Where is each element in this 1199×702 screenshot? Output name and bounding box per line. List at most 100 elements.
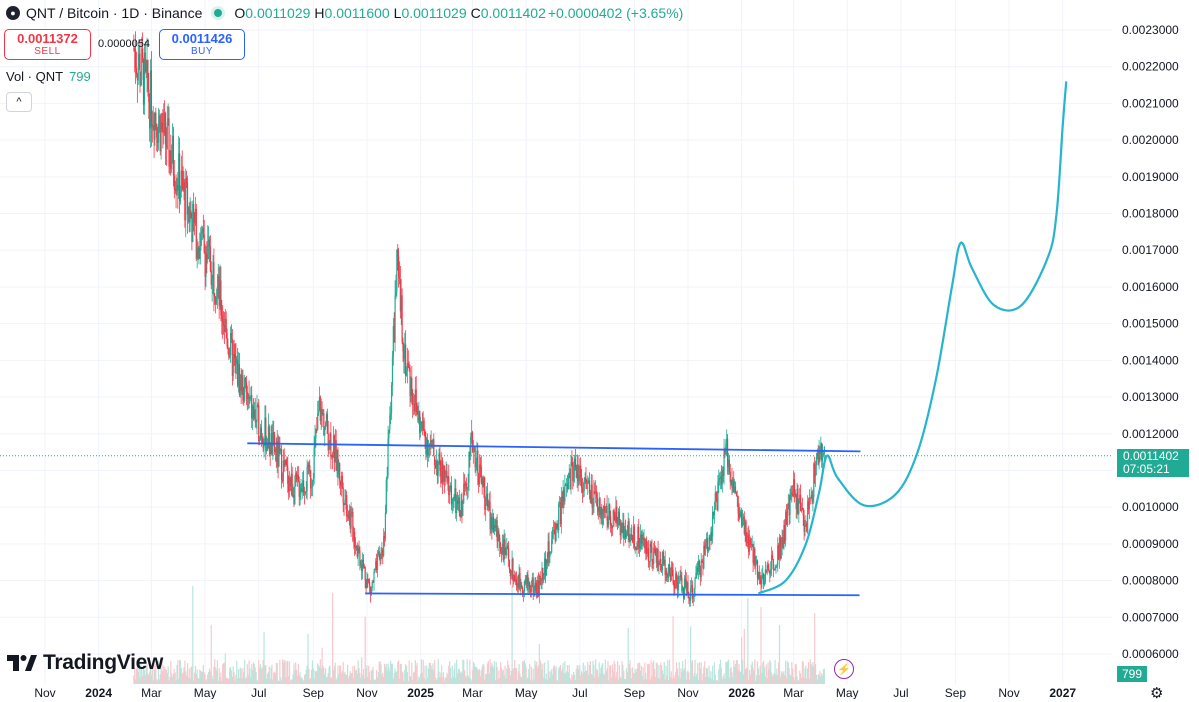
projection-curve bbox=[757, 81, 1068, 595]
volume-bar bbox=[653, 660, 655, 684]
volume-bar bbox=[621, 661, 623, 684]
volume-bar bbox=[545, 673, 547, 684]
volume-bar bbox=[558, 666, 561, 684]
gear-icon[interactable]: ⚙ bbox=[1150, 685, 1164, 702]
volume-bar bbox=[407, 680, 409, 684]
volume-bar bbox=[712, 665, 714, 684]
candle-body bbox=[156, 123, 158, 138]
volume-bar bbox=[771, 676, 774, 684]
volume-bar bbox=[373, 679, 375, 684]
candle-body bbox=[601, 507, 603, 524]
volume-bar bbox=[305, 669, 307, 684]
candle-body bbox=[514, 575, 516, 582]
volume-bar bbox=[602, 673, 605, 684]
volume-bar bbox=[405, 665, 408, 684]
x-tick-label: Jul bbox=[893, 686, 908, 699]
volume-bar bbox=[529, 663, 531, 684]
candle-body bbox=[595, 491, 598, 498]
candle-body bbox=[157, 124, 160, 144]
volume-bar bbox=[688, 672, 690, 684]
candle-body bbox=[134, 48, 136, 51]
ohlc-low: L0.0011029 bbox=[393, 5, 467, 21]
candle-body bbox=[760, 579, 762, 584]
volume-bar bbox=[333, 666, 335, 684]
candle-body bbox=[382, 549, 384, 556]
candle-body bbox=[554, 530, 556, 541]
volume-bar bbox=[228, 678, 230, 684]
volume-bar bbox=[139, 677, 141, 684]
candle-body bbox=[722, 470, 724, 476]
volume-bar bbox=[588, 664, 591, 684]
tradingview-wordmark: TradingView bbox=[43, 651, 164, 674]
candle-body bbox=[331, 455, 333, 458]
candle-body bbox=[173, 175, 175, 190]
collapse-legend-button[interactable]: ^ bbox=[6, 92, 32, 112]
sell-button[interactable]: 0.0011372 SELL bbox=[4, 29, 91, 60]
volume-bar bbox=[499, 678, 501, 684]
symbol-title[interactable]: QNT / Bitcoin · 1D · Binance bbox=[26, 5, 203, 21]
candle-body bbox=[585, 477, 587, 482]
y-tick-label: 0.0020000 bbox=[1122, 133, 1179, 147]
volume-bar bbox=[416, 662, 418, 684]
candle-body bbox=[503, 539, 505, 561]
volume-bar bbox=[163, 665, 165, 684]
volume-bar bbox=[372, 667, 374, 684]
candle-body bbox=[661, 551, 664, 571]
volume-bar bbox=[473, 663, 475, 684]
volume-bar bbox=[709, 677, 711, 684]
candle-body bbox=[767, 565, 769, 569]
volume-bar bbox=[403, 680, 405, 684]
candle-body bbox=[632, 526, 635, 542]
candle-body bbox=[346, 514, 349, 517]
candle-body bbox=[602, 506, 605, 518]
volume-bar bbox=[484, 679, 486, 684]
candle-body bbox=[762, 574, 764, 576]
volume-bar bbox=[312, 668, 314, 684]
candle-body bbox=[623, 522, 625, 539]
candle-body bbox=[441, 460, 444, 483]
volume-bar bbox=[587, 662, 589, 684]
candle-body bbox=[602, 517, 604, 524]
volume-bar bbox=[203, 672, 205, 684]
volume-bar bbox=[354, 670, 357, 684]
volume-bar bbox=[541, 669, 543, 684]
lightning-icon[interactable]: ⚡ bbox=[834, 659, 854, 679]
volume-bar bbox=[745, 668, 747, 684]
volume-bar bbox=[713, 662, 715, 684]
candle-body bbox=[181, 170, 183, 179]
volume-bar bbox=[455, 678, 457, 684]
volume-bar bbox=[509, 675, 511, 684]
candle-body bbox=[454, 488, 456, 498]
candle-body bbox=[654, 548, 657, 556]
candle-body bbox=[332, 455, 334, 458]
candle-body bbox=[430, 440, 432, 446]
tradingview-logo[interactable]: TradingView bbox=[7, 651, 163, 675]
volume-bar bbox=[520, 677, 522, 684]
buy-button[interactable]: 0.0011426 BUY bbox=[159, 29, 245, 60]
candle-body bbox=[166, 122, 168, 149]
candle-body bbox=[188, 207, 190, 223]
volume-bar bbox=[398, 660, 400, 684]
volume-bar bbox=[628, 663, 630, 684]
candle-body bbox=[752, 543, 754, 563]
candle-body bbox=[545, 559, 547, 576]
candle-body bbox=[155, 112, 157, 124]
candle-body bbox=[491, 517, 493, 530]
candle-body bbox=[561, 496, 563, 509]
volume-bar bbox=[794, 663, 796, 684]
candle-body bbox=[253, 409, 255, 419]
volume-bar bbox=[430, 665, 432, 684]
volume-bar bbox=[441, 665, 443, 684]
volume-bar bbox=[598, 662, 600, 684]
candle-body bbox=[573, 471, 575, 482]
volume-bar bbox=[754, 659, 756, 684]
volume-bar bbox=[665, 665, 667, 684]
volume-bar bbox=[269, 679, 271, 684]
candle-body bbox=[533, 590, 535, 593]
candle-body bbox=[591, 484, 593, 508]
volume-legend[interactable]: Vol · QNT 799 bbox=[6, 69, 91, 84]
volume-bar bbox=[661, 665, 663, 684]
candle-body bbox=[198, 247, 200, 259]
candle-body bbox=[368, 579, 370, 583]
